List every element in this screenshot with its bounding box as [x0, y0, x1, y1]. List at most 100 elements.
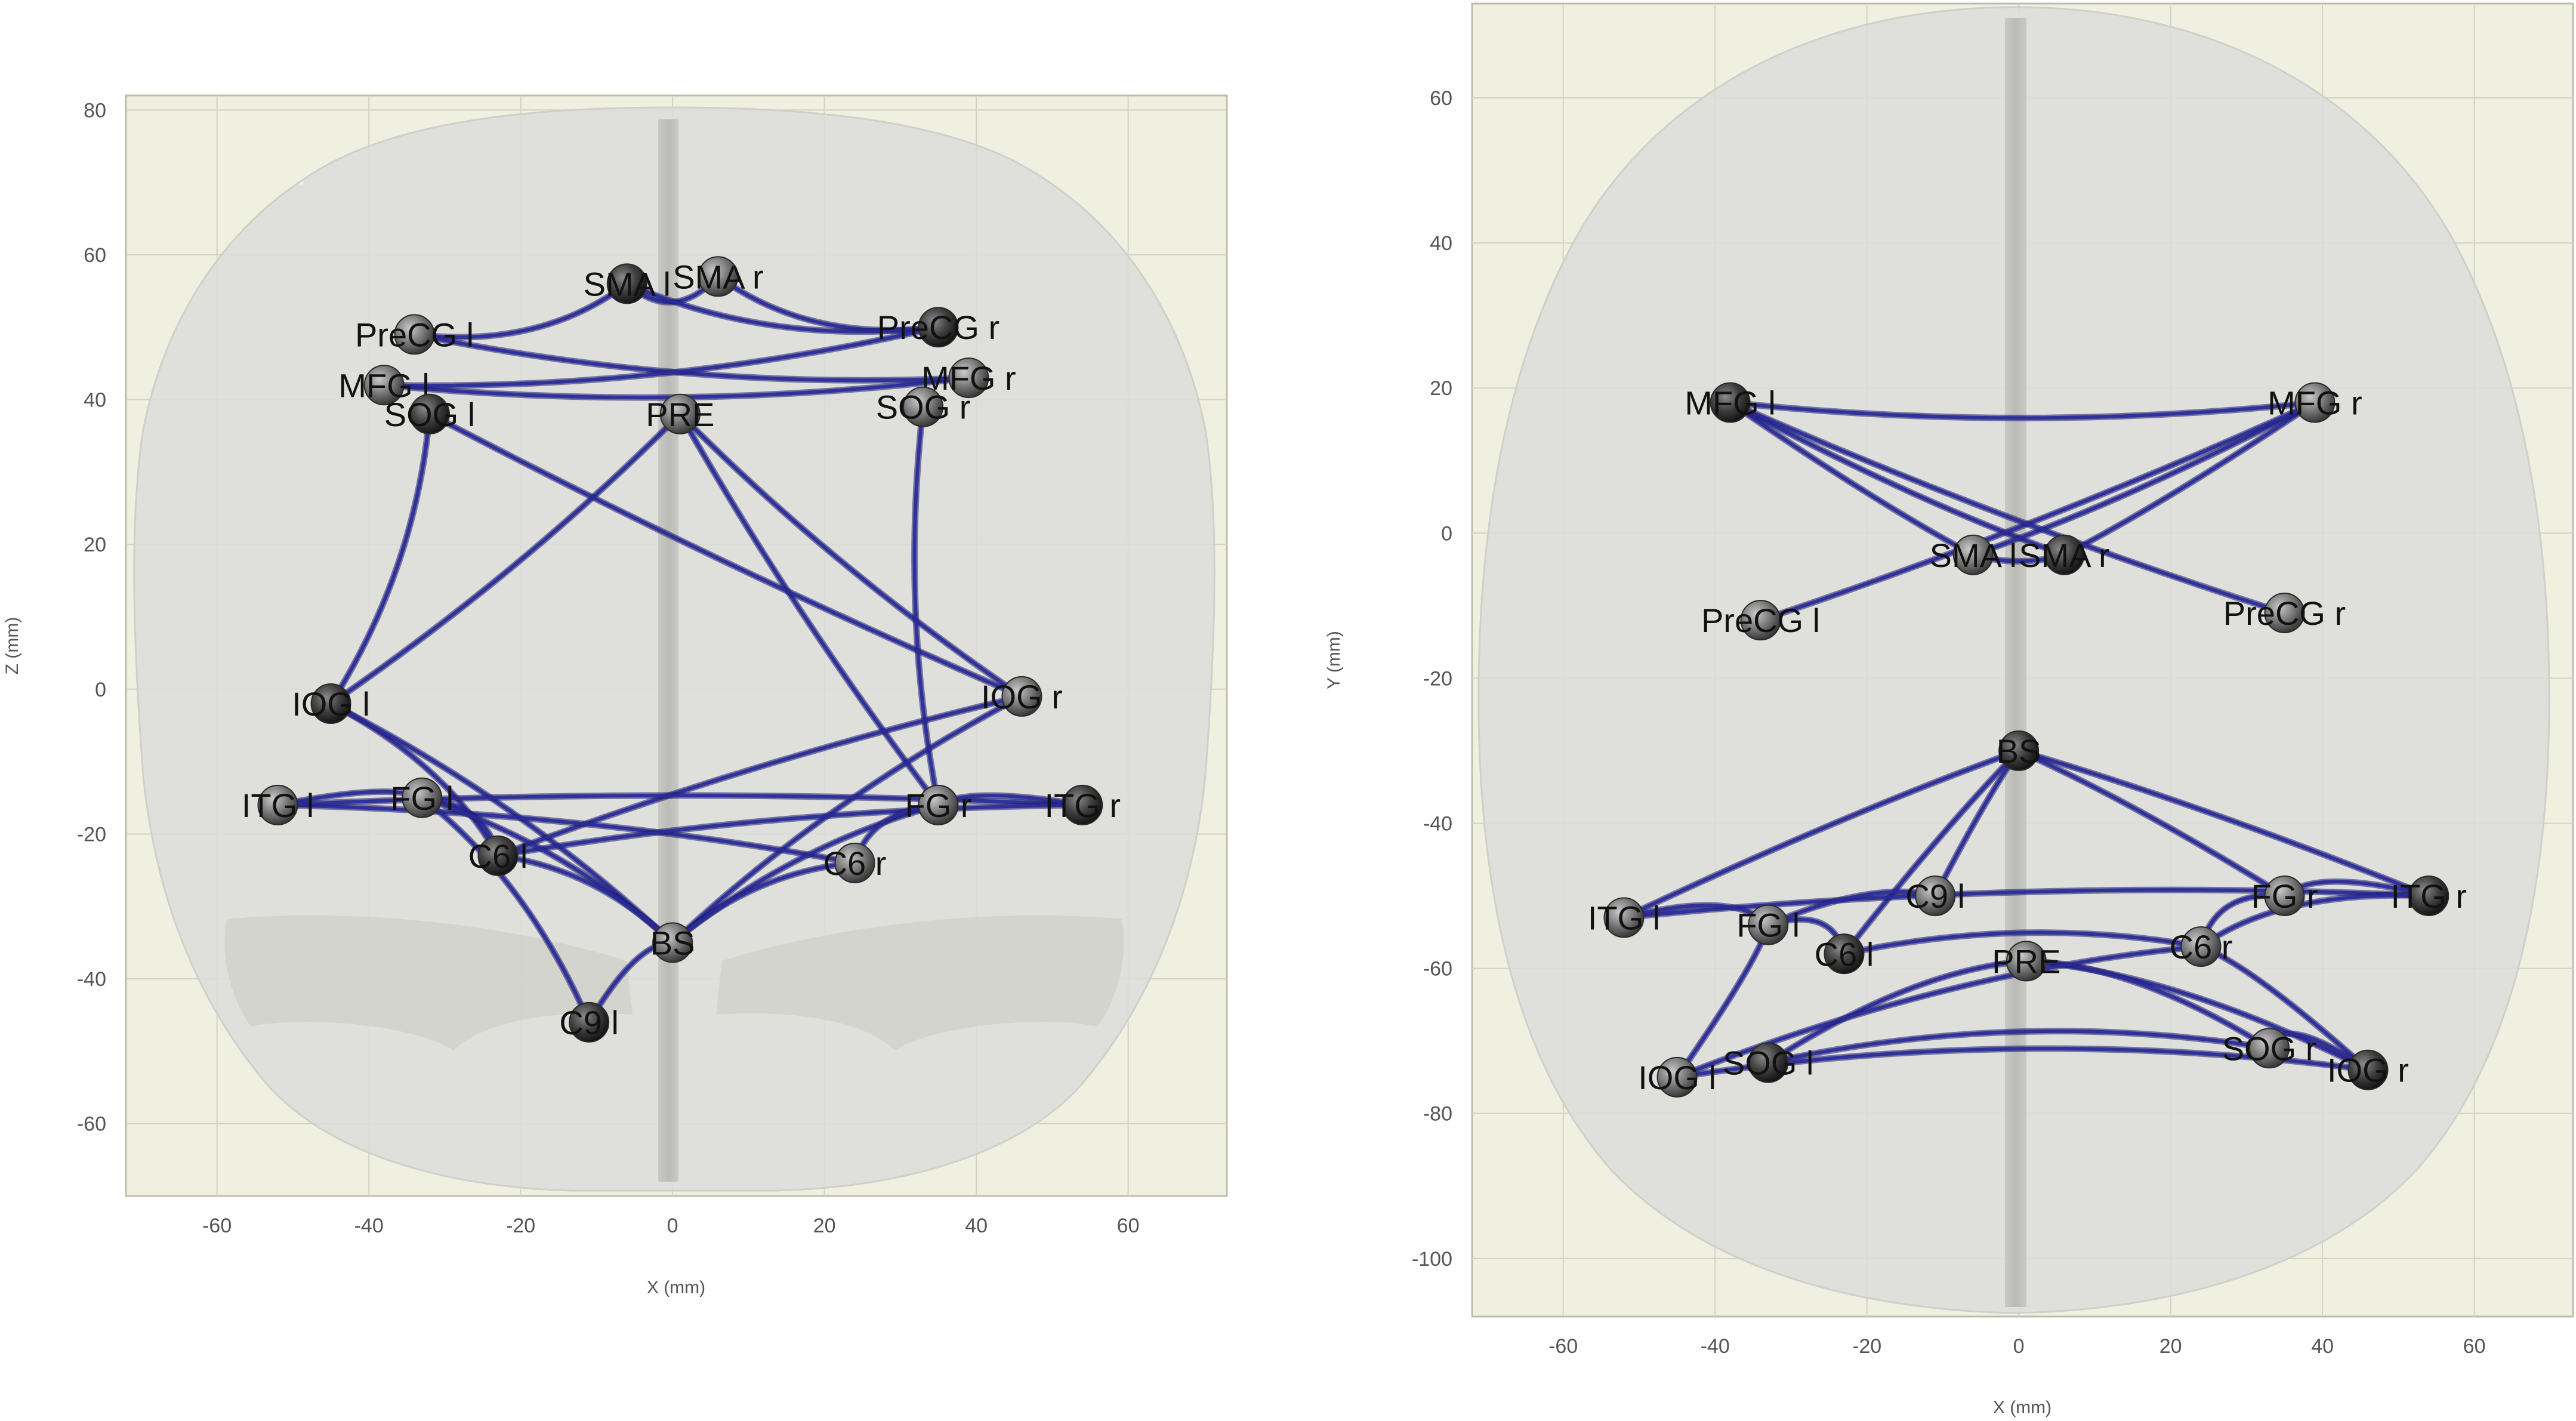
y-tick-label: 20 — [84, 534, 106, 556]
node: C9 l — [559, 1001, 619, 1043]
node-label: MFG r — [921, 359, 1016, 397]
node-label: SMA r — [2019, 537, 2109, 574]
y-tick-label: 0 — [95, 679, 106, 701]
node: FG r — [905, 784, 971, 825]
node-sphere — [477, 835, 519, 876]
node-label: ITG r — [2390, 877, 2467, 915]
x-tick-label: -20 — [1852, 1335, 1881, 1358]
fiber-tract — [2017, 748, 2431, 898]
node-sphere — [569, 1001, 610, 1043]
node: ITG l — [242, 784, 314, 825]
node-label: C9 l — [559, 1004, 619, 1041]
node: ITG r — [2390, 876, 2467, 917]
fiber-tract — [496, 803, 1085, 858]
node: C6 r — [2170, 926, 2232, 967]
node: ITG r — [1044, 784, 1121, 825]
node-label: PreCG r — [877, 309, 999, 346]
node-label: C6 l — [1815, 935, 1874, 973]
node-sphere — [394, 314, 435, 355]
fiber-tract — [428, 412, 1024, 698]
fiber-tract — [329, 412, 682, 706]
node-sphere — [1748, 904, 1789, 945]
node-label: MFG r — [2268, 384, 2362, 422]
node-label: SMA l — [584, 265, 671, 303]
node-label: BS — [1997, 732, 2041, 770]
x-axis-label: X (mm) — [647, 1278, 705, 1297]
node-sphere — [1710, 382, 1751, 423]
node: MFG r — [921, 357, 1016, 399]
x-tick-label: -40 — [354, 1215, 384, 1237]
node-label: C6 l — [468, 837, 528, 875]
node-sphere — [1740, 600, 1781, 641]
y-tick-label: 20 — [1430, 377, 1452, 400]
node: PreCG l — [1701, 600, 1820, 641]
fiber-tract — [420, 796, 591, 1024]
node-sphere — [698, 256, 739, 297]
node-label: PreCG r — [2223, 594, 2346, 632]
cerebellum-left — [224, 915, 633, 1050]
node-sphere — [2006, 941, 2047, 982]
node: IOG r — [2327, 1049, 2409, 1090]
y-tick-label: 60 — [84, 244, 106, 267]
y-tick-label: -20 — [77, 823, 106, 846]
x-tick-label: 60 — [2463, 1335, 2486, 1358]
node: BS — [1997, 730, 2041, 771]
y-axis-label: Y (mm) — [1324, 631, 1344, 689]
fiber-tract — [678, 412, 1024, 698]
node: IOG l — [1638, 1056, 1716, 1098]
fiber-tract — [1842, 930, 2203, 956]
node: IOG r — [981, 676, 1063, 717]
fiber-tract — [276, 803, 857, 865]
fiber-tract — [496, 694, 1024, 858]
node-label: MFG l — [1685, 384, 1775, 422]
x-tick-labels: -60 -40 -20 0 20 40 60 — [1548, 1335, 2485, 1358]
node: SMA r — [672, 256, 764, 297]
node: C9 l — [1905, 876, 1965, 917]
axial-chart: MFG l MFG r SMA l SMA r PreCG l PreCG r BS C9 l… — [1324, 2, 2574, 1417]
node-label: PRE — [646, 396, 714, 433]
node-sphere — [1062, 784, 1103, 825]
node: ITG l — [1588, 897, 1660, 938]
node-sphere — [606, 263, 647, 304]
fiber-tract — [1842, 748, 2021, 956]
coronal-chart: SMA l SMA r PreCG l PreCG r MFG l MFG r SOG l S… — [2, 94, 1228, 1297]
node-label: SOG l — [384, 396, 475, 433]
node-label: ITG l — [242, 787, 314, 824]
node-label: IOG r — [981, 678, 1063, 716]
node-sphere — [1915, 876, 1956, 917]
node: PreCG l — [355, 314, 474, 355]
node: PRE — [1992, 941, 2060, 982]
node-label: FG l — [390, 779, 454, 817]
fiber-tract — [1728, 400, 2317, 420]
x-tick-label: -60 — [202, 1215, 232, 1237]
x-tick-label: 0 — [667, 1215, 678, 1237]
fiber-tract — [1728, 400, 1975, 557]
node-sphere — [918, 784, 959, 825]
node: C6 l — [1815, 933, 1874, 975]
node: SMA l — [1930, 534, 2017, 575]
node-sphere — [1656, 1056, 1698, 1098]
node-label: IOG l — [1638, 1059, 1716, 1096]
node-sphere — [1824, 933, 1865, 975]
node: SMA r — [2019, 534, 2110, 575]
node: SOG l — [384, 393, 475, 434]
node-sphere — [834, 842, 875, 883]
node-sphere — [2264, 592, 2305, 633]
node-label: MFG l — [338, 366, 429, 404]
node-sphere — [1998, 730, 2040, 771]
fiber-tract — [678, 412, 940, 807]
node-label: SOG r — [876, 389, 971, 426]
fiber-tract — [1766, 1029, 2271, 1065]
node: IOG l — [292, 683, 370, 725]
x-tick-label: 20 — [813, 1215, 836, 1237]
node-label: SOG l — [1723, 1044, 1813, 1082]
node-sphere — [659, 393, 701, 434]
fiber-tract — [382, 325, 940, 388]
node: C6 l — [468, 835, 528, 876]
node-label: SMA r — [672, 258, 763, 295]
y-tick-label: -100 — [1412, 1248, 1452, 1271]
node-sphere — [903, 386, 944, 427]
node-label: SOG r — [2222, 1029, 2317, 1067]
node-sphere — [1748, 1042, 1789, 1083]
fiber-tract — [412, 282, 629, 339]
